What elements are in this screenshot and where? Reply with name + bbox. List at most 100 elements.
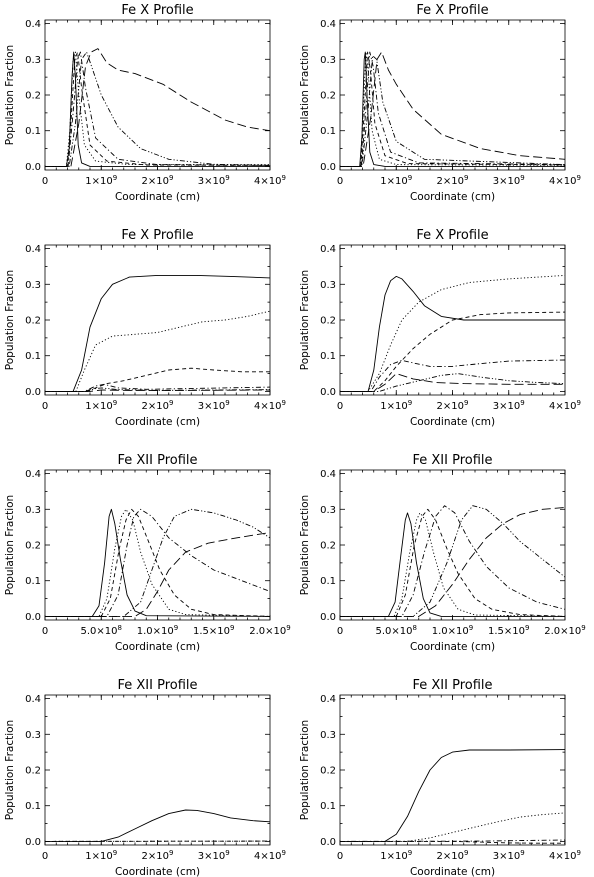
- chart-title: Fe XII Profile: [117, 453, 197, 468]
- series-line-2: [45, 310, 270, 392]
- y-tick-label: 0.2: [25, 541, 41, 552]
- series-group: [340, 749, 565, 844]
- series-line-2: [340, 274, 565, 392]
- y-tick-label: 0.2: [320, 541, 336, 552]
- x-tick-label: 4×109: [549, 174, 581, 187]
- x-tick-label: 0: [42, 176, 48, 187]
- x-tick-label: 1.0×109: [432, 624, 473, 637]
- x-tick-exponent: 9: [464, 399, 468, 407]
- series-group: [45, 508, 270, 617]
- series-group: [340, 274, 565, 392]
- x-tick-label: 3×109: [198, 849, 230, 862]
- x-tick-exponent: 8: [413, 624, 417, 632]
- series-line-1: [340, 275, 565, 392]
- x-tick-label: 0: [42, 626, 48, 637]
- x-tick-label: 3×109: [198, 174, 230, 187]
- x-axis-label: Coordinate (cm): [115, 416, 200, 428]
- x-tick-exponent: 9: [286, 624, 290, 632]
- x-tick-exponent: 9: [464, 174, 468, 182]
- chart-panel-1: Fe X Profile 0.0 0.1 0.2 0.3 0.4 0 1×109 2×109 3×…: [4, 3, 286, 203]
- chart-title: Fe X Profile: [416, 3, 488, 18]
- x-tick-label: 1×109: [85, 174, 117, 187]
- series-line-2: [340, 812, 565, 842]
- x-tick-exponent: 9: [520, 399, 524, 407]
- y-axis-label: Population Fraction: [299, 270, 311, 370]
- x-tick-label: 1.5×109: [193, 624, 234, 637]
- chart-panel-5: Fe XII Profile 0.0 0.1 0.2 0.3 0.4 0 5.0×108 1.0…: [4, 453, 291, 653]
- series-line-6: [340, 507, 565, 617]
- x-tick-label: 0: [42, 401, 48, 412]
- x-tick-label: 4×109: [254, 399, 286, 412]
- x-tick-exponent: 9: [225, 174, 229, 182]
- chart-title: Fe XII Profile: [412, 678, 492, 693]
- series-line-3: [340, 51, 565, 167]
- y-axis-label: Population Fraction: [4, 270, 16, 370]
- plot-frame: [44, 694, 271, 846]
- y-tick-label: 0.3: [25, 55, 41, 66]
- series-line-3: [340, 508, 565, 617]
- y-tick-label: 0.2: [25, 766, 41, 777]
- x-tick-exponent: 9: [169, 399, 173, 407]
- chart-title: Fe XII Profile: [412, 453, 492, 468]
- series-line-4: [340, 359, 565, 392]
- x-axis-label: Coordinate (cm): [115, 191, 200, 203]
- x-axis-label: Coordinate (cm): [410, 416, 495, 428]
- y-tick-label: 0.0: [25, 162, 41, 173]
- y-tick-label: 0.0: [25, 387, 41, 398]
- y-tick-label: 0.0: [320, 837, 336, 848]
- x-tick-label: 2×109: [142, 174, 174, 187]
- y-tick-label: 0.0: [25, 837, 41, 848]
- x-tick-exponent: 9: [577, 174, 581, 182]
- x-tick-exponent: 9: [520, 174, 524, 182]
- chart-title: Fe X Profile: [416, 228, 488, 243]
- x-tick-label: 3×109: [493, 399, 525, 412]
- y-tick-label: 0.4: [320, 244, 336, 255]
- series-group: [340, 51, 565, 167]
- x-tick-label: 1×109: [380, 849, 412, 862]
- y-tick-label: 0.1: [320, 801, 336, 812]
- y-tick-label: 0.3: [320, 55, 336, 66]
- x-tick-label: 1.0×109: [137, 624, 178, 637]
- x-tick-label: 3×109: [493, 174, 525, 187]
- series-line-4: [340, 839, 565, 842]
- x-tick-label: 5.0×108: [376, 624, 417, 637]
- plot-frame: [339, 19, 566, 171]
- y-tick-label: 0.3: [25, 280, 41, 291]
- x-tick-label: 2.0×109: [544, 624, 585, 637]
- x-tick-label: 2×109: [437, 849, 469, 862]
- y-tick-label: 0.1: [320, 576, 336, 587]
- x-tick-exponent: 9: [408, 399, 412, 407]
- series-group: [45, 809, 270, 842]
- y-tick-label: 0.4: [25, 19, 41, 30]
- series-line-4: [45, 508, 270, 617]
- chart-panel-6: Fe XII Profile 0.0 0.1 0.2 0.3 0.4 0 5.0×108 1.0…: [299, 453, 586, 653]
- x-tick-label: 2×109: [142, 849, 174, 862]
- x-tick-label: 0: [337, 176, 343, 187]
- y-tick-label: 0.0: [320, 612, 336, 623]
- series-line-1: [45, 508, 270, 617]
- x-tick-label: 3×109: [493, 849, 525, 862]
- x-tick-label: 1×109: [85, 849, 117, 862]
- x-tick-exponent: 9: [113, 174, 117, 182]
- series-line-5: [340, 373, 565, 392]
- series-line-6: [45, 389, 270, 392]
- y-tick-label: 0.1: [25, 351, 41, 362]
- x-axis-label: Coordinate (cm): [410, 866, 495, 877]
- series-line-5: [340, 55, 565, 167]
- x-tick-label: 2×109: [142, 399, 174, 412]
- y-tick-label: 0.1: [25, 801, 41, 812]
- x-tick-label: 4×109: [254, 174, 286, 187]
- series-line-5: [340, 505, 565, 617]
- x-tick-label: 4×109: [254, 849, 286, 862]
- series-line-6: [45, 48, 270, 167]
- x-tick-exponent: 9: [113, 849, 117, 857]
- x-tick-label: 4×109: [549, 399, 581, 412]
- x-tick-exponent: 9: [525, 624, 529, 632]
- x-tick-exponent: 9: [282, 849, 286, 857]
- y-tick-label: 0.3: [320, 730, 336, 741]
- y-tick-label: 0.3: [320, 505, 336, 516]
- x-tick-exponent: 9: [577, 849, 581, 857]
- x-tick-exponent: 9: [113, 399, 117, 407]
- series-line-6: [340, 51, 565, 167]
- chart-title: Fe XII Profile: [117, 678, 197, 693]
